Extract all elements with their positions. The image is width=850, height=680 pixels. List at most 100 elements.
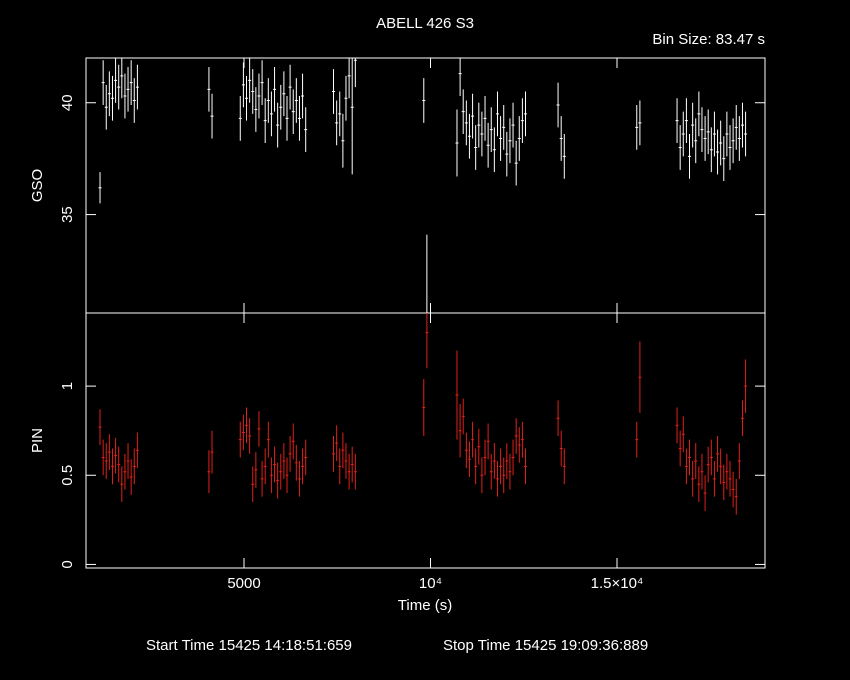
error-bar (744, 111, 748, 157)
error-bar (123, 73, 127, 119)
error-bar (335, 425, 339, 462)
error-bar (467, 441, 471, 478)
error-bar (511, 439, 515, 476)
error-bar (251, 69, 255, 114)
error-bar (104, 84, 108, 130)
error-bar (291, 423, 295, 460)
error-bar (251, 466, 255, 503)
error-bar (712, 111, 716, 157)
error-bar (332, 69, 336, 114)
error-bar (266, 421, 270, 458)
error-bar (110, 75, 114, 121)
error-bar (697, 91, 701, 137)
error-bar (489, 453, 493, 490)
error-bar (700, 107, 704, 152)
error-bar (341, 432, 345, 469)
error-bar (477, 428, 481, 465)
error-bar (520, 98, 524, 143)
error-bar (502, 457, 506, 494)
error-bar (132, 78, 136, 123)
error-bar (263, 98, 267, 143)
error-bar (135, 432, 139, 469)
error-bar (499, 448, 503, 485)
error-bar (700, 453, 704, 490)
error-bar (556, 82, 560, 128)
error-bar (126, 443, 130, 479)
error-bar (480, 111, 484, 157)
error-bar (524, 91, 527, 137)
error-bar (104, 443, 108, 479)
error-bar (101, 439, 105, 476)
error-bar (635, 104, 639, 150)
error-bar (744, 359, 748, 413)
error-bar (725, 453, 729, 490)
error-bar (285, 457, 289, 494)
y-axis-label: PIN (29, 428, 46, 453)
error-bar (684, 448, 688, 485)
error-bar (129, 459, 133, 495)
error-bar (425, 313, 429, 369)
error-bar (422, 78, 426, 123)
error-bar (107, 71, 111, 117)
error-bar (562, 134, 566, 179)
error-bar (514, 418, 518, 454)
error-bar (719, 448, 723, 485)
error-bar (338, 91, 342, 137)
error-bar (688, 134, 692, 179)
error-bar (725, 111, 729, 157)
error-bar (98, 409, 102, 445)
error-bar (740, 102, 744, 148)
error-bar (517, 116, 521, 161)
error-bar (706, 446, 710, 483)
error-bar (697, 466, 701, 503)
error-bar (455, 109, 459, 177)
error-bar (126, 66, 130, 112)
error-bar (301, 448, 305, 485)
error-bar (101, 60, 105, 105)
x-axis-label: Time (s) (398, 597, 452, 614)
error-bar (207, 66, 211, 112)
error-bar (279, 453, 283, 490)
error-bar (734, 104, 738, 150)
error-bar (288, 64, 292, 110)
error-bar (464, 100, 468, 146)
error-bar (562, 448, 566, 485)
error-bar (245, 407, 248, 444)
error-bar (559, 430, 563, 467)
error-bar (638, 100, 642, 146)
error-bar (461, 398, 465, 435)
error-bar (304, 107, 308, 152)
error-bar (210, 93, 214, 139)
error-bar (722, 464, 726, 501)
error-bar (495, 91, 499, 137)
error-bar (480, 457, 484, 494)
y-tick-label: 1 (59, 382, 76, 390)
error-bar (728, 461, 732, 497)
x-tick-label: 1.5×10⁴ (591, 575, 644, 592)
error-bar (279, 84, 283, 130)
error-bar (257, 73, 261, 119)
error-bar (245, 75, 248, 121)
error-bar (132, 448, 136, 485)
error-bar (514, 140, 518, 186)
bin-size: Bin Size: 83.47 s (652, 31, 765, 48)
error-bar (471, 421, 475, 458)
x-tick-label: 5000 (227, 575, 260, 592)
error-bar (123, 453, 127, 490)
error-bar (520, 421, 524, 458)
error-bar (335, 100, 339, 146)
error-bar (269, 457, 273, 494)
error-bar (238, 421, 242, 458)
stop-time: Stop Time 15425 19:09:36:889 (443, 637, 648, 654)
error-bar (517, 427, 521, 463)
error-bar (464, 432, 468, 469)
error-bar (353, 58, 357, 88)
error-bar (638, 341, 642, 413)
error-bar (483, 96, 487, 141)
error-bar (477, 102, 481, 148)
error-bar (703, 475, 707, 511)
error-bar (722, 136, 726, 182)
error-bar (678, 430, 682, 467)
error-bar (635, 421, 639, 458)
